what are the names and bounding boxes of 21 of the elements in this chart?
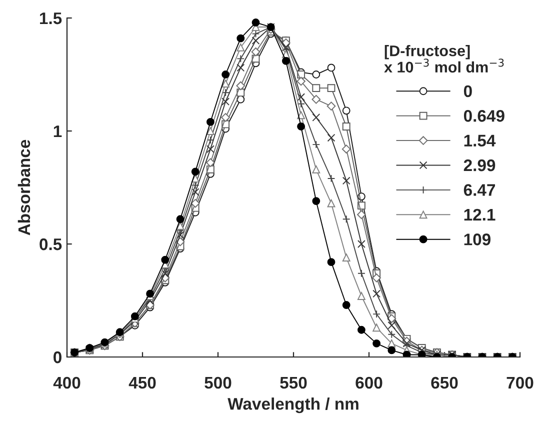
x-axis-title: Wavelength / nm bbox=[228, 398, 358, 414]
y-tick-label: 1 bbox=[54, 126, 62, 138]
x-tick-label: 450 bbox=[128, 376, 156, 389]
x-tick-label: 650 bbox=[431, 376, 458, 389]
x-tick-label: 550 bbox=[280, 376, 307, 389]
y-axis-title: Absorbance bbox=[18, 140, 30, 236]
x-tick-label: 700 bbox=[506, 376, 534, 389]
y-tick-label: 1.5 bbox=[40, 12, 62, 24]
legend-label: 2.99 bbox=[464, 159, 496, 172]
legend-label: 109 bbox=[464, 234, 490, 246]
legend-label: 0 bbox=[464, 85, 472, 98]
y-tick-label: 0 bbox=[54, 351, 62, 364]
legend-label: 12.1 bbox=[464, 208, 496, 220]
legend-label: 6.47 bbox=[464, 184, 495, 196]
x-tick-label: 500 bbox=[204, 376, 232, 389]
legend-label: 0.649 bbox=[464, 110, 504, 122]
x-tick-label: 400 bbox=[53, 376, 80, 389]
x-tick-label: 600 bbox=[356, 376, 382, 389]
legend-title: [D-fructose] x 10$^{−3}$ mol dm$^{−3}$ bbox=[384, 45, 504, 73]
legend-label: 1.54 bbox=[464, 134, 496, 147]
y-tick-label: 0.5 bbox=[40, 238, 62, 250]
